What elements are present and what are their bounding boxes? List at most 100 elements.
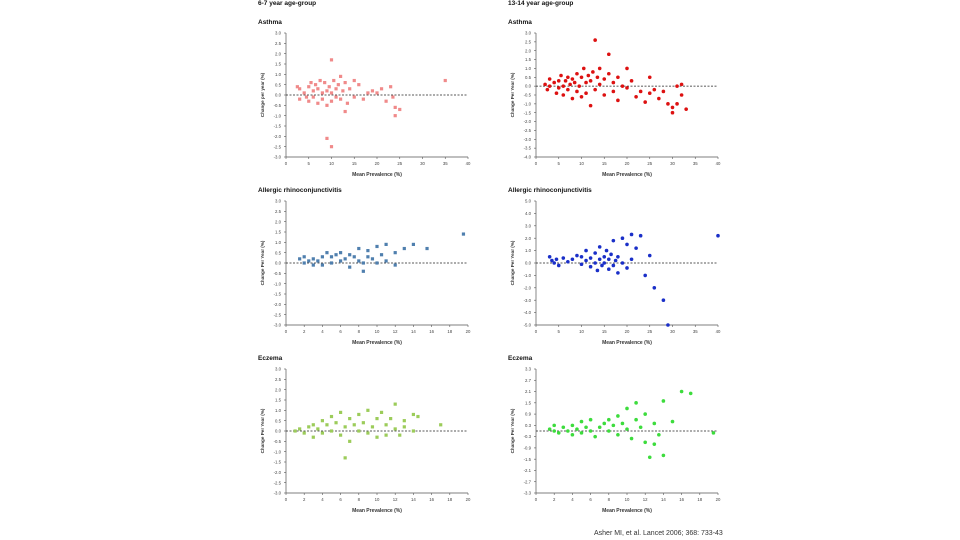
data-point	[334, 87, 338, 91]
data-point	[670, 110, 675, 115]
data-point	[550, 258, 554, 263]
data-point	[348, 87, 352, 91]
data-point	[325, 251, 329, 255]
data-point	[607, 417, 611, 422]
data-point	[298, 87, 302, 91]
data-point	[566, 87, 570, 92]
y-axis-label: Change Per Year (%)	[510, 240, 515, 285]
data-point	[666, 102, 670, 106]
data-point	[602, 421, 607, 426]
data-point	[607, 429, 611, 433]
x-tick-label: 4	[321, 497, 324, 502]
y-tick-label: 1.5	[275, 62, 282, 67]
data-point	[320, 431, 324, 435]
data-point	[577, 84, 582, 88]
data-point	[375, 261, 379, 265]
data-point	[597, 82, 602, 87]
data-point	[616, 271, 620, 275]
y-tick-label: -2.5	[274, 144, 282, 149]
data-point	[652, 286, 657, 290]
data-point	[675, 84, 679, 88]
data-point	[339, 74, 343, 78]
data-point	[316, 427, 320, 431]
data-point	[307, 425, 311, 429]
data-point	[620, 261, 625, 265]
y-tick-label: 2.0	[275, 51, 282, 56]
data-point	[638, 233, 643, 238]
y-tick-label: 0.5	[525, 75, 532, 80]
data-point	[661, 298, 666, 302]
y-tick-label: 3.0	[275, 367, 282, 372]
data-point	[593, 87, 597, 92]
data-point	[579, 94, 584, 99]
data-point	[563, 79, 568, 83]
data-point	[316, 101, 320, 105]
data-point	[439, 423, 443, 427]
x-tick-label: 2	[303, 329, 306, 334]
x-tick-label: 15	[352, 161, 357, 166]
data-point	[647, 75, 652, 80]
data-point	[323, 81, 327, 85]
data-point	[461, 232, 466, 236]
y-tick-label: -4.0	[524, 310, 532, 315]
data-point	[647, 253, 652, 258]
data-point	[593, 38, 597, 42]
data-point	[597, 257, 602, 262]
data-point	[588, 103, 593, 108]
data-point	[602, 255, 607, 259]
group-title-6-7: 6-7 year age-group	[258, 0, 317, 7]
data-point	[336, 83, 340, 87]
data-point	[579, 431, 584, 435]
data-point	[575, 253, 579, 258]
x-tick-label: 15	[602, 329, 607, 334]
data-point	[629, 257, 634, 262]
x-tick-label: 0	[285, 161, 288, 166]
data-point	[302, 91, 306, 95]
data-point	[657, 432, 661, 437]
data-point	[679, 93, 684, 97]
data-point	[652, 421, 657, 426]
x-tick-label: 25	[647, 161, 652, 166]
data-point	[329, 91, 334, 95]
data-point	[370, 89, 375, 93]
x-tick-label: 25	[647, 329, 652, 334]
data-point	[334, 421, 338, 425]
x-tick-label: 18	[447, 329, 452, 334]
panel-title-asthma-13-14: Asthma	[508, 19, 532, 26]
x-tick-label: 20	[625, 329, 630, 334]
data-point	[357, 429, 361, 433]
data-point	[384, 99, 388, 103]
y-axis-label: Change per year (%)	[260, 72, 265, 117]
x-tick-label: 12	[393, 329, 398, 334]
y-tick-label: 3.0	[275, 31, 282, 36]
y-tick-label: 1.0	[275, 72, 282, 77]
data-point	[570, 423, 575, 428]
data-point	[620, 84, 625, 88]
x-tick-label: 30	[670, 161, 675, 166]
data-point	[579, 75, 584, 80]
data-point	[316, 259, 320, 263]
data-point	[547, 84, 552, 88]
panel-title-eczema-6-7: Eczema	[258, 355, 283, 362]
y-tick-label: -1.5	[524, 457, 532, 462]
y-tick-label: -1.0	[274, 113, 282, 118]
data-point	[393, 427, 397, 431]
data-point	[339, 433, 343, 437]
y-tick-label: 0.3	[525, 423, 532, 428]
data-point	[311, 435, 315, 439]
data-point	[547, 77, 552, 81]
y-tick-label: 2.5	[275, 41, 282, 46]
data-point	[616, 414, 620, 418]
data-point	[584, 248, 588, 253]
x-axis-label: Mean Prevalence (%)	[352, 508, 402, 514]
y-tick-label: 2.0	[275, 387, 282, 392]
x-tick-label: 6	[339, 329, 342, 334]
x-tick-label: 14	[661, 497, 666, 502]
data-point	[684, 107, 688, 111]
data-point	[357, 412, 361, 417]
data-point	[304, 95, 309, 99]
data-point	[629, 79, 634, 83]
data-point	[611, 80, 616, 85]
data-point	[579, 255, 584, 259]
data-point	[320, 419, 324, 423]
